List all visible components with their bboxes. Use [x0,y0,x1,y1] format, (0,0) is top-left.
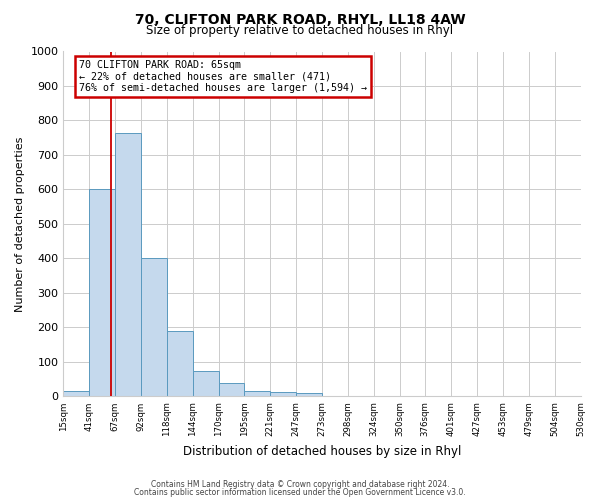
Text: Contains public sector information licensed under the Open Government Licence v3: Contains public sector information licen… [134,488,466,497]
Bar [115,132,141,396]
Bar [218,382,244,396]
Text: 70, CLIFTON PARK ROAD, RHYL, LL18 4AW: 70, CLIFTON PARK ROAD, RHYL, LL18 4AW [134,12,466,26]
Bar [141,258,167,396]
X-axis label: Distribution of detached houses by size in Rhyl: Distribution of detached houses by size … [183,444,461,458]
Bar [270,392,296,396]
Bar [89,190,115,396]
Y-axis label: Number of detached properties: Number of detached properties [15,136,25,312]
Text: Contains HM Land Registry data © Crown copyright and database right 2024.: Contains HM Land Registry data © Crown c… [151,480,449,489]
Bar [296,393,322,396]
Bar [167,331,193,396]
Text: Size of property relative to detached houses in Rhyl: Size of property relative to detached ho… [146,24,454,37]
Bar [244,392,270,396]
Text: 70 CLIFTON PARK ROAD: 65sqm
← 22% of detached houses are smaller (471)
76% of se: 70 CLIFTON PARK ROAD: 65sqm ← 22% of det… [79,60,367,94]
Bar [64,392,89,396]
Bar [193,370,218,396]
